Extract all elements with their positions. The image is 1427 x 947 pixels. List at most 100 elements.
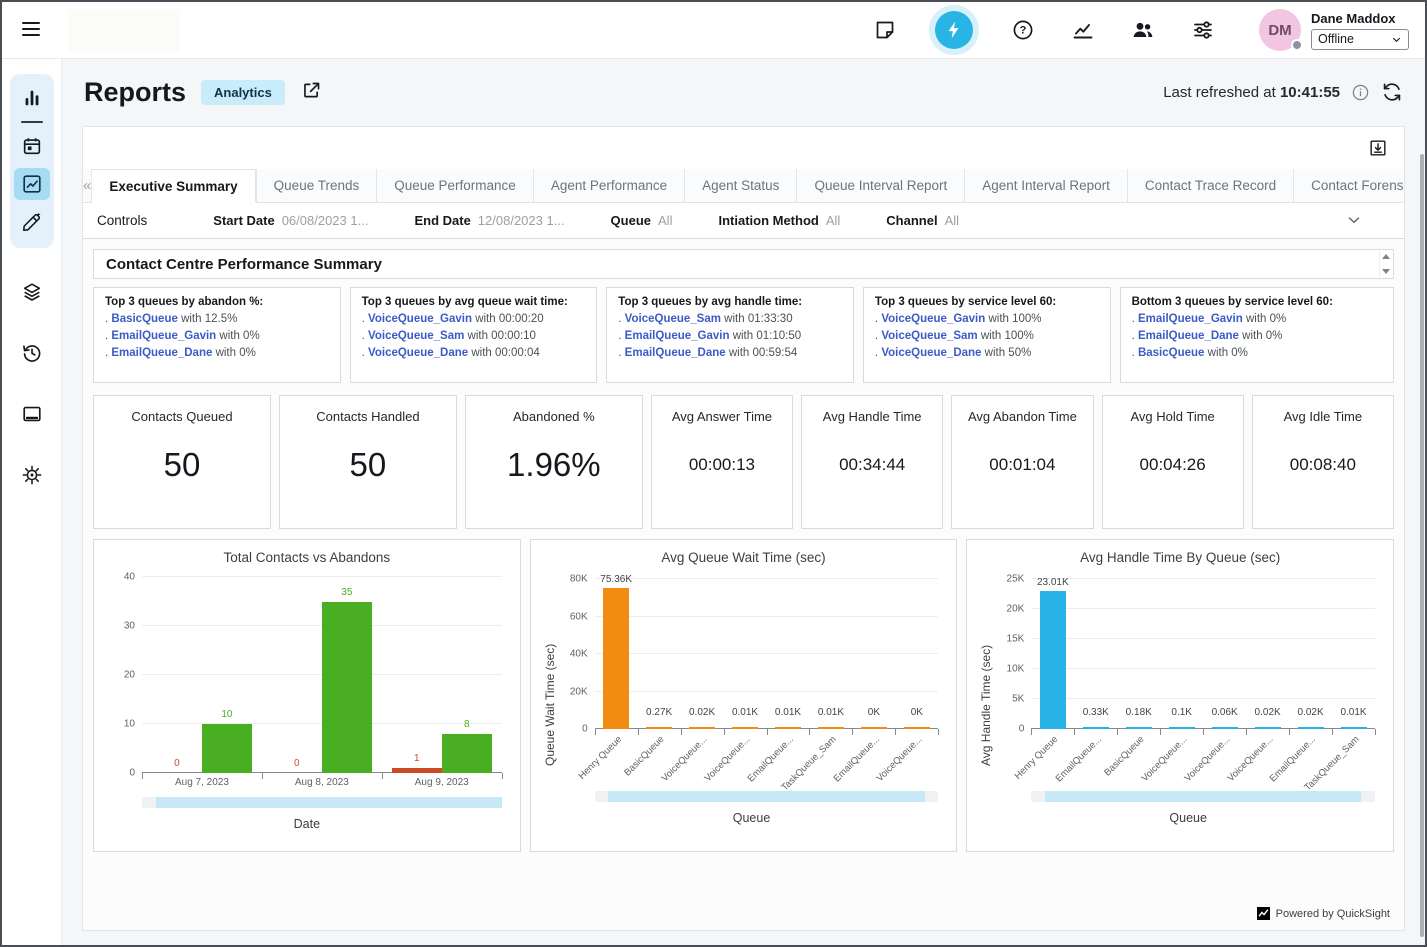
hamburger-menu-icon[interactable] <box>16 15 46 45</box>
controls-collapse-chevron-icon[interactable] <box>1344 211 1364 231</box>
insight-item: . EmailQueue_Gavin with 0% <box>105 330 329 342</box>
filter-start-date[interactable]: Start Date06/08/2023 1... <box>213 213 368 228</box>
filter-channel[interactable]: ChannelAll <box>886 213 959 228</box>
queue-link[interactable]: VoiceQueue_Sam <box>881 330 977 342</box>
tab-queue-trends[interactable]: Queue Trends <box>256 169 377 202</box>
note-icon[interactable] <box>873 18 897 42</box>
sidebar-icon-group <box>10 74 54 248</box>
queue-link[interactable]: BasicQueue <box>111 313 177 325</box>
kpi-label: Contacts Handled <box>316 409 419 424</box>
vertical-scrollbar[interactable] <box>1420 154 1424 937</box>
queue-link[interactable]: VoiceQueue_Sam <box>368 330 464 342</box>
controls-label: Controls <box>97 213 147 228</box>
x-axis-title: Queue <box>995 811 1381 825</box>
insight-item: . VoiceQueue_Sam with 100% <box>875 330 1099 342</box>
filter-label: Channel <box>886 213 937 228</box>
queue-link[interactable]: EmailQueue_Dane <box>625 347 726 359</box>
bar-value-label: 75.36K <box>600 574 632 585</box>
filter-queue[interactable]: Queue All <box>611 213 673 228</box>
chart-range-slider[interactable] <box>595 791 939 802</box>
bar-value-label: 0.02K <box>1297 707 1323 718</box>
y-tick-label: 0 <box>1019 724 1025 735</box>
insight-title: Top 3 queues by service level 60: <box>875 296 1099 308</box>
y-tick-label: 40K <box>570 649 588 660</box>
app-window: ? DM Dane Maddox Offline Reports <box>0 0 1427 947</box>
bar-value-label: 23.01K <box>1037 577 1069 588</box>
sidebar-item-calendar-icon[interactable] <box>14 130 50 162</box>
x-category-label: BasicQueue <box>623 734 667 778</box>
filter-value: All <box>658 213 672 228</box>
queue-link[interactable]: BasicQueue <box>1138 347 1204 359</box>
queue-link[interactable]: EmailQueue_Dane <box>1138 330 1239 342</box>
chart-range-slider[interactable] <box>142 797 502 808</box>
x-category-label: EmailQueue... <box>1053 734 1103 784</box>
filter-end-date[interactable]: End Date12/08/2023 1... <box>414 213 564 228</box>
sidebar-item-chart-box-icon[interactable] <box>14 168 50 200</box>
queue-link[interactable]: VoiceQueue_Gavin <box>368 313 472 325</box>
tabs-scroll-left-icon[interactable]: « <box>83 169 92 202</box>
queue-link[interactable]: VoiceQueue_Dane <box>368 347 468 359</box>
insight-item: . EmailQueue_Gavin with 01:10:50 <box>618 330 842 342</box>
tab-queue-performance[interactable]: Queue Performance <box>376 169 533 202</box>
sidebar-item-layers-icon[interactable] <box>14 276 50 308</box>
tab-agent-interval-report[interactable]: Agent Interval Report <box>964 169 1127 202</box>
chart-range-slider[interactable] <box>1031 791 1375 802</box>
bar-value-label: 0.01K <box>1340 707 1366 718</box>
bar-value-label: 0.02K <box>689 707 715 718</box>
sidebar-item-gear-icon[interactable] <box>14 459 50 491</box>
y-tick-label: 20K <box>570 686 588 697</box>
lightning-icon[interactable] <box>935 11 973 49</box>
sidebar-item-design-icon[interactable] <box>14 206 50 238</box>
queue-link[interactable]: EmailQueue_Gavin <box>1138 313 1243 325</box>
bar-value-label: 0.18K <box>1126 707 1152 718</box>
sidebar-item-window-icon[interactable] <box>14 398 50 430</box>
queue-link[interactable]: VoiceQueue_Dane <box>881 347 981 359</box>
y-tick-label: 25K <box>1007 574 1025 585</box>
avatar-initials: DM <box>1268 22 1291 39</box>
chart-line-icon[interactable] <box>1071 18 1095 42</box>
top-bar: ? DM Dane Maddox Offline <box>2 2 1425 58</box>
gridline <box>595 616 939 617</box>
insight-item: . VoiceQueue_Gavin with 00:00:20 <box>362 313 586 325</box>
tab-contact-forensics[interactable]: Contact Forensics <box>1293 169 1405 202</box>
open-external-icon[interactable] <box>300 80 324 104</box>
y-tick-label: 40 <box>124 572 135 583</box>
download-icon[interactable] <box>1368 138 1388 158</box>
queue-link[interactable]: EmailQueue_Gavin <box>111 330 216 342</box>
filter-label: Queue <box>611 213 651 228</box>
queue-link[interactable]: EmailQueue_Gavin <box>625 330 730 342</box>
scroll-down-icon[interactable] <box>1382 269 1390 274</box>
tab-contact-trace-record[interactable]: Contact Trace Record <box>1127 169 1293 202</box>
queue-link[interactable]: VoiceQueue_Sam <box>625 313 721 325</box>
queue-link[interactable]: EmailQueue_Dane <box>111 347 212 359</box>
bar-value-label: 0.01K <box>775 707 801 718</box>
people-icon[interactable] <box>1131 18 1155 42</box>
sidebar-item-bar-chart-icon[interactable] <box>14 82 50 114</box>
insight-card-top-3-queues-by-abandon: Top 3 queues by abandon %:. BasicQueue w… <box>93 287 341 383</box>
x-category-label: Aug 7, 2023 <box>142 777 262 793</box>
queue-link[interactable]: VoiceQueue_Gavin <box>881 313 985 325</box>
gridline <box>1031 698 1375 699</box>
status-select[interactable]: Offline <box>1311 29 1409 50</box>
tab-queue-interval-report[interactable]: Queue Interval Report <box>796 169 964 202</box>
y-tick-label: 5K <box>1012 694 1024 705</box>
tab-agent-performance[interactable]: Agent Performance <box>533 169 684 202</box>
help-icon[interactable]: ? <box>1011 18 1035 42</box>
tab-executive-summary[interactable]: Executive Summary <box>92 169 255 203</box>
kpi-abandoned: Abandoned %1.96% <box>465 395 643 529</box>
filter-value: 12/08/2023 1... <box>478 213 565 228</box>
summary-scrollbar[interactable] <box>1379 251 1392 277</box>
y-tick-label: 30 <box>124 621 135 632</box>
x-category-labels: Aug 7, 2023Aug 8, 2023Aug 9, 2023 <box>142 777 502 793</box>
avatar[interactable]: DM <box>1259 9 1301 51</box>
scroll-up-icon[interactable] <box>1382 254 1390 259</box>
report-panel: «Executive SummaryQueue TrendsQueue Perf… <box>82 126 1405 931</box>
sidebar-item-history-icon[interactable] <box>14 337 50 369</box>
sliders-icon[interactable] <box>1191 18 1215 42</box>
insight-card-top-3-queues-by-avg-handle-time: Top 3 queues by avg handle time:. VoiceQ… <box>606 287 854 383</box>
insight-card-top-3-queues-by-avg-queue-wait-time: Top 3 queues by avg queue wait time:. Vo… <box>350 287 598 383</box>
tab-agent-status[interactable]: Agent Status <box>684 169 796 202</box>
y-tick-label: 60K <box>570 611 588 622</box>
filter-intiation-method[interactable]: Intiation MethodAll <box>718 213 840 228</box>
refresh-icon[interactable] <box>1381 81 1403 103</box>
